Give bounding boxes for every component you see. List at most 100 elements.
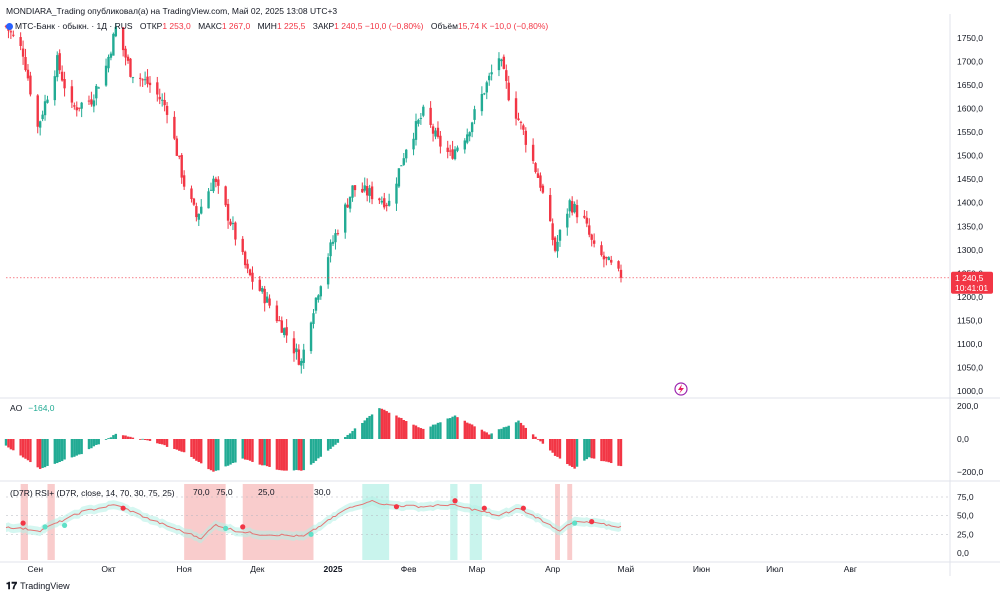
ao-bar (121, 435, 125, 439)
ao-bar (570, 439, 574, 467)
ao-bar (519, 422, 523, 439)
candle-body (241, 238, 244, 253)
candle-body (522, 125, 525, 130)
candle-body (246, 263, 249, 269)
candle-body (63, 79, 66, 89)
ao-bar (300, 439, 303, 471)
ao-bar (97, 439, 100, 445)
ao-bar (400, 417, 403, 439)
candle-body (549, 195, 552, 222)
ao-bar (141, 438, 144, 440)
ao-bar (490, 433, 493, 439)
candle-body (363, 185, 366, 191)
candle-body (448, 150, 452, 152)
ao-bar (566, 439, 569, 465)
rsi-marker-dot (61, 522, 68, 528)
ao-bars-group (4, 408, 623, 472)
candle-body (351, 185, 354, 198)
symbol-title: МТС-Банк · обыкн. · 1Д · RUS (15, 21, 133, 31)
candle-body (524, 130, 528, 145)
candle-body (397, 168, 401, 187)
open-value: 1 253,0 (162, 21, 191, 31)
ao-bar (29, 439, 32, 463)
ao-bar (241, 439, 244, 459)
candle-body (97, 87, 100, 89)
candle-body (285, 327, 288, 336)
ao-bar (163, 439, 166, 446)
ao-bar (297, 439, 301, 471)
time-tick-label: Дек (250, 564, 264, 574)
candle-body (163, 100, 166, 106)
candle-body (12, 34, 15, 36)
rsi-level-label: 70,0 (193, 487, 210, 497)
ao-bar (348, 433, 352, 439)
candle-body (36, 95, 39, 127)
candle-body (197, 213, 200, 220)
candle-body (470, 122, 474, 133)
publisher-line: MONDIARA_Trading опубликовал(а) на Tradi… (6, 6, 338, 16)
ao-bar (600, 439, 603, 462)
ao-bar (456, 417, 459, 439)
candle-body (380, 200, 384, 203)
lightning-icon-bolt (678, 384, 684, 394)
ao-bar (131, 437, 135, 439)
ao-bar (56, 439, 59, 464)
ao-bar (483, 431, 486, 439)
candle-body (453, 149, 457, 160)
price-tick-label: 1750,0 (957, 33, 983, 43)
rsi-line (5, 499, 622, 540)
candle-body (53, 76, 57, 101)
ao-bar (605, 439, 608, 462)
candle-body (90, 99, 93, 105)
ao-bar (346, 434, 349, 439)
ao-bar (585, 439, 589, 460)
ao-bar (395, 415, 398, 439)
ao-bar (368, 415, 371, 439)
ao-bar (505, 426, 508, 439)
ao-bar (583, 439, 586, 461)
rsi-marker-dot (481, 505, 487, 511)
candle-body (192, 198, 196, 205)
candle-body (568, 200, 571, 212)
candle-body (617, 261, 620, 269)
candle-body (248, 269, 252, 276)
candle-body (534, 163, 537, 173)
candle-body (429, 107, 432, 125)
rsi-marker-dot (42, 524, 48, 530)
candle-body (175, 138, 179, 156)
ao-bar (12, 439, 15, 451)
rsi-marker-dot (520, 505, 526, 511)
candle-body (261, 288, 264, 292)
ao-tick-label: 0,0 (957, 434, 969, 444)
close-value: 1 240,5 (334, 21, 363, 31)
candle-body (280, 320, 283, 333)
ao-bar (268, 439, 271, 467)
candle-body (29, 75, 32, 95)
ao-bar (422, 428, 425, 439)
candle-body (146, 76, 149, 84)
candle-body (473, 109, 476, 120)
candle-body (295, 348, 298, 352)
candle-body (38, 121, 42, 128)
candle-body (265, 296, 269, 303)
ao-name: AO (10, 403, 23, 413)
rsi-marker-dot (308, 531, 314, 537)
price-tick-label: 1150,0 (957, 315, 983, 325)
rsi-zone (450, 484, 458, 560)
ao-bar (507, 425, 510, 439)
low-value: 1 225,5 (276, 21, 306, 31)
tradingview-logo[interactable]: 𝟏𝟕 TradingView (6, 581, 70, 592)
candle-body (251, 272, 254, 282)
candle-body (95, 85, 98, 99)
ao-bar (466, 422, 469, 439)
candle-body (419, 117, 423, 119)
candle-body (319, 286, 323, 297)
ao-bar (46, 439, 49, 466)
candle-body (539, 175, 542, 188)
ao-bar (549, 439, 552, 451)
ao-bar (251, 439, 254, 462)
candle-body (258, 279, 262, 291)
candle-body (334, 233, 337, 243)
ao-bar (200, 439, 203, 464)
